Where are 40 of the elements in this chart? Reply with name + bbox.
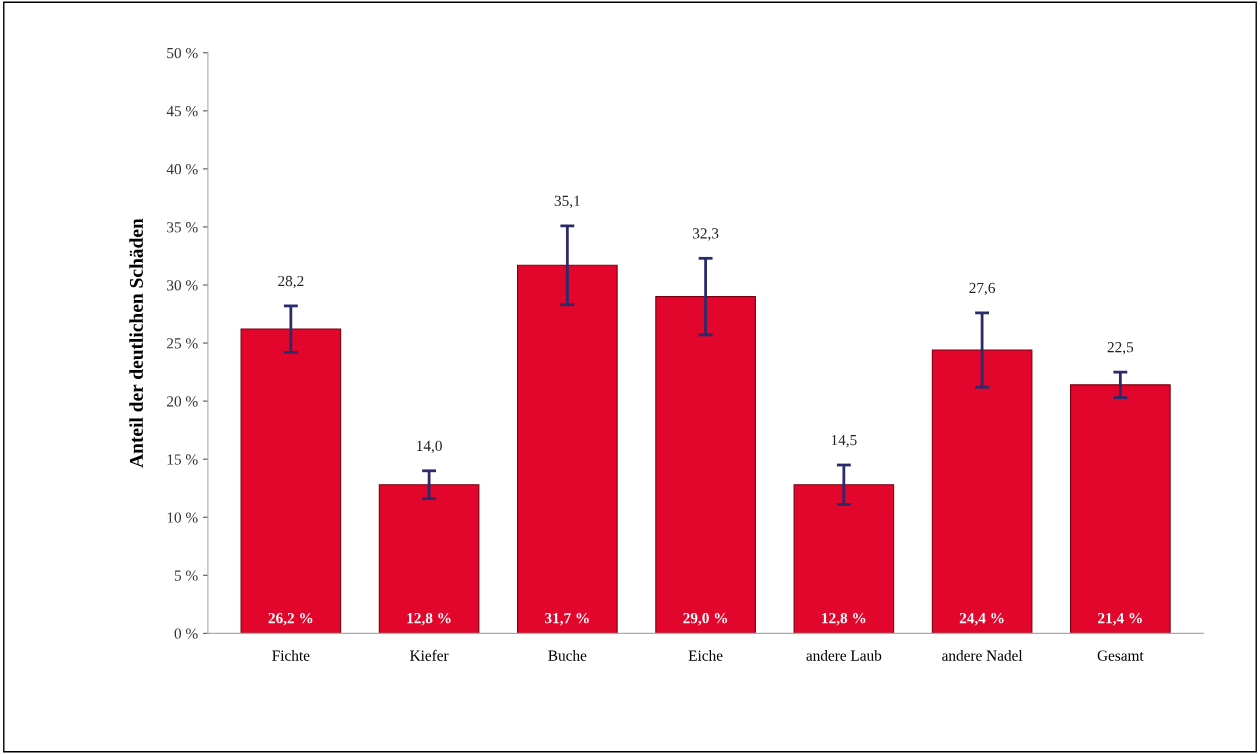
annotation: 28,2 — [278, 275, 304, 289]
annotation: 22,5 — [1107, 342, 1134, 355]
bar — [793, 484, 895, 634]
y-tick-label: 50 % — [167, 47, 198, 59]
annotation: 14,5 — [831, 434, 857, 448]
y-tick-label: 15 % — [167, 454, 198, 465]
annotation: 32,3 — [692, 228, 719, 241]
annotation: 35,1 — [554, 195, 580, 209]
x-tick-label: andere Laub — [806, 650, 882, 661]
x-tick-label: Fichte — [272, 650, 310, 661]
bar — [1070, 384, 1171, 634]
y-tick-label: 20 % — [167, 396, 198, 407]
data-label: 24,4 % — [959, 612, 1004, 626]
data-label: 12,8 % — [822, 612, 866, 626]
bar — [240, 328, 342, 634]
y-tick-label: 35 % — [167, 222, 198, 233]
y-tick-label: 40 % — [166, 164, 198, 175]
annotation: 14,0 — [417, 440, 442, 454]
bar — [378, 484, 480, 634]
x-tick-label: Eiche — [688, 650, 723, 661]
data-label: 31,7 % — [545, 612, 589, 626]
data-label: 29,0 % — [683, 612, 728, 626]
bar — [655, 296, 756, 634]
annotation: 27,6 — [969, 282, 996, 296]
x-tick-label: Kiefer — [410, 649, 449, 661]
y-axis-title: Anteil der deutlichen Schäden — [129, 218, 144, 468]
data-label: 26,2 % — [268, 612, 313, 626]
y-tick-label: 10 % — [167, 512, 198, 523]
y-tick-label: 45 % — [166, 105, 198, 117]
y-tick-label: 0 % — [174, 628, 198, 639]
x-tick-label: Gesamt — [1097, 650, 1144, 661]
bar — [517, 264, 618, 634]
bar — [931, 349, 1033, 634]
y-tick-label: 5 % — [174, 570, 198, 581]
y-tick-label: 30 % — [167, 280, 198, 291]
x-tick-label: andere Nadel — [942, 650, 1023, 661]
data-label: 21,4 % — [1098, 612, 1142, 626]
y-tick-label: 25 % — [167, 338, 198, 349]
x-tick-label: Buche — [548, 650, 587, 661]
data-label: 12,8 % — [407, 612, 451, 626]
